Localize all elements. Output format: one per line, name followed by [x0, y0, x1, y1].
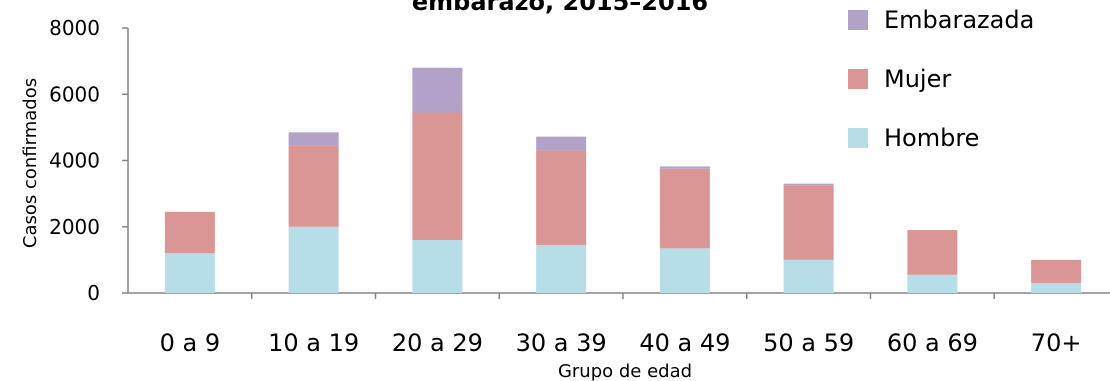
y-tick-label: 0 [87, 281, 100, 305]
legend: Embarazada Mujer Hombre [848, 6, 1034, 152]
bar-segment [164, 253, 215, 293]
bar-segment [1031, 259, 1082, 284]
bar-segment [536, 150, 587, 245]
legend-label: Hombre [884, 124, 979, 152]
x-tick-label: 0 a 9 [160, 329, 221, 357]
x-tick-label: 20 a 29 [392, 329, 483, 357]
bar-segment [536, 244, 587, 293]
bar-segment [288, 132, 339, 146]
legend-label: Embarazada [884, 6, 1034, 34]
bar-segment [659, 248, 710, 293]
x-tick-label: 10 a 19 [268, 329, 359, 357]
bar-segment [288, 145, 339, 227]
x-tick-label: 40 a 49 [639, 329, 730, 357]
y-tick-label: 8000 [49, 16, 100, 40]
bar-segment [659, 168, 710, 249]
bar-segment [907, 230, 958, 275]
x-tick-label: 30 a 39 [516, 329, 607, 357]
y-tick-label: 6000 [49, 82, 100, 106]
bars [164, 67, 1082, 293]
bar-segment [412, 112, 463, 240]
bar-segment [412, 67, 463, 113]
bar-segment [659, 166, 710, 169]
legend-swatch [848, 10, 868, 30]
legend-label: Mujer [884, 65, 951, 93]
legend-swatch [848, 69, 868, 89]
bar-segment [783, 185, 834, 260]
x-tick-label: 50 a 59 [763, 329, 854, 357]
bar-segment [783, 259, 834, 293]
x-axis-label: Grupo de edad [558, 361, 692, 381]
y-axis-label: Casos confirmados [20, 78, 41, 248]
bar-segment [288, 226, 339, 293]
y-tick-label: 2000 [49, 215, 100, 239]
legend-swatch [848, 128, 868, 148]
chart-title: embarazo, 2015–2016 [412, 0, 708, 16]
bar-segment [907, 274, 958, 293]
x-tick-label: 70+ [1031, 329, 1082, 357]
y-tick-label: 4000 [49, 149, 100, 173]
bar-segment [164, 211, 215, 254]
x-tick-label: 60 a 69 [887, 329, 978, 357]
bar-segment [536, 136, 587, 151]
axes: 0 2000 4000 6000 8000 0 a 9 10 a 19 20 a 29 30 a… [49, 16, 1110, 357]
bar-segment [1031, 283, 1082, 293]
bar-segment [412, 240, 463, 293]
bar-segment [783, 183, 834, 186]
